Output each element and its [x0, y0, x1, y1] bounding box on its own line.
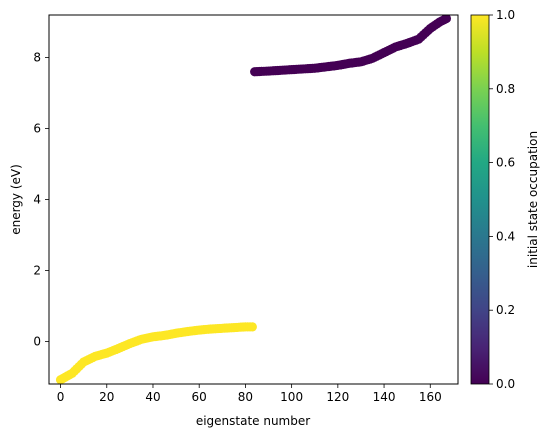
x-tick-label: 40: [145, 390, 160, 404]
colorbar-tick-label: 0.4: [496, 229, 515, 243]
x-axis-label: eigenstate number: [196, 414, 310, 428]
scatter-points: [55, 15, 452, 384]
data-point-series-0: [247, 322, 257, 332]
x-tick-label: 0: [57, 390, 65, 404]
y-tick-label: 2: [33, 263, 41, 277]
colorbar-label: initial state occupation: [526, 131, 540, 268]
colorbar: [470, 14, 490, 385]
x-tick-label: 160: [419, 390, 442, 404]
colorbar-ticks: 0.0 0.2 0.4 0.6 0.8 1.0: [489, 8, 515, 391]
colorbar-tick-label: 1.0: [496, 8, 515, 22]
colorbar-tick-label: 0.8: [496, 82, 515, 96]
y-tick-label: 6: [33, 122, 41, 136]
colorbar-tick-label: 0.2: [496, 303, 515, 317]
x-tick-label: 140: [373, 390, 396, 404]
y-tick-label: 8: [33, 51, 41, 65]
x-tick-label: 20: [99, 390, 114, 404]
y-tick-label: 4: [33, 193, 41, 207]
x-tick-label: 60: [192, 390, 207, 404]
y-axis-label: energy (eV): [9, 164, 23, 235]
x-axis-ticks: 0 20 40 60 80 100 120 140 160: [57, 384, 442, 404]
y-tick-label: 0: [33, 334, 41, 348]
x-tick-label: 100: [280, 390, 303, 404]
x-tick-label: 80: [238, 390, 253, 404]
y-axis-ticks: 0 2 4 6 8: [33, 51, 49, 348]
x-tick-label: 120: [326, 390, 349, 404]
data-point-series-1: [441, 15, 452, 24]
colorbar-tick-label: 0.0: [496, 377, 515, 391]
colorbar-tick-label: 0.6: [496, 156, 515, 170]
